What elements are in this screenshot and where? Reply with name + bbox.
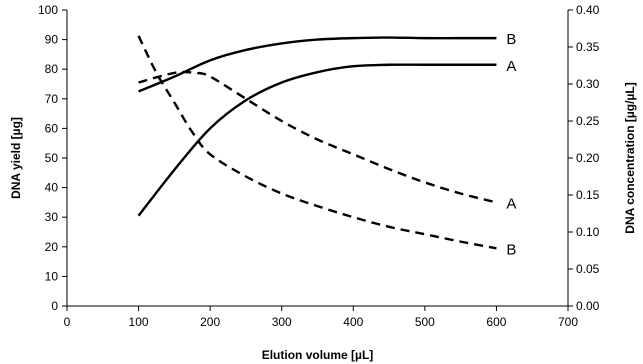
y-tick-label-right: 0.00 [576, 299, 600, 313]
y-tick-label-left: 10 [45, 269, 59, 283]
series-label-concentration-a: A [506, 195, 516, 212]
chart-ticks: 0 100 200 300 400 500 600 700 0 10 20 30 40 50 60 70 80 9… [38, 3, 600, 329]
x-tick-label: 0 [64, 315, 71, 329]
y-tick-label-right: 0.30 [576, 77, 600, 91]
x-tick-label: 700 [558, 315, 578, 329]
y-tick-label-left: 0 [51, 299, 58, 313]
series-label-yield-b: B [506, 31, 516, 48]
series-line-yield-b [138, 36, 497, 93]
y-tick-label-left: 40 [45, 181, 59, 195]
y-tick-label-right: 0.20 [576, 151, 600, 165]
y-tick-label-right: 0.15 [576, 188, 600, 202]
y-tick-label-right: 0.05 [576, 262, 600, 276]
x-tick-label: 600 [486, 315, 506, 329]
series-line-yield-a [137, 63, 497, 217]
y-tick-label-right: 0.40 [576, 3, 600, 17]
series-line-concentration-a [138, 70, 497, 204]
y-tick-label-right: 0.35 [576, 40, 600, 54]
x-axis-title: Elution volume [µL] [262, 348, 374, 362]
y-tick-label-left: 20 [45, 240, 59, 254]
y-tick-label-left: 100 [38, 3, 58, 17]
y-tick-label-left: 50 [45, 151, 59, 165]
x-tick-label: 200 [200, 315, 220, 329]
y-tick-label-left: 90 [45, 33, 59, 47]
x-tick-label: 500 [415, 315, 435, 329]
series-label-yield-a: A [506, 58, 516, 75]
x-tick-label: 400 [343, 315, 363, 329]
chart-axes [66, 10, 569, 307]
series-line-concentration-b [137, 35, 497, 250]
y-tick-label-left: 70 [45, 92, 59, 106]
series-label-concentration-b: B [506, 241, 516, 258]
y-tick-label-right: 0.10 [576, 225, 600, 239]
y-tick-label-left: 60 [45, 121, 59, 135]
x-tick-label: 100 [129, 315, 149, 329]
x-tick-label: 300 [272, 315, 292, 329]
y-axis-title-left: DNA yield [µg] [9, 117, 23, 199]
chart-series [137, 35, 497, 250]
y-tick-label-left: 30 [45, 210, 59, 224]
y-tick-label-left: 80 [45, 62, 59, 76]
y-tick-label-right: 0.25 [576, 114, 600, 128]
y-axis-title-right: DNA concentration [µg/µL] [623, 82, 637, 233]
